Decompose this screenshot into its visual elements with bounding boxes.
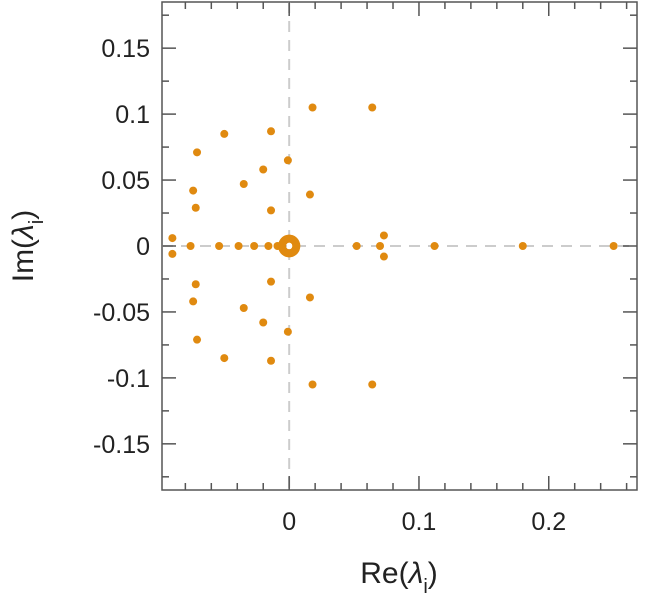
data-point [191, 203, 200, 212]
y-tick-label: 0.15 [101, 35, 150, 63]
data-point [609, 242, 618, 250]
data-point [267, 277, 276, 286]
data-point [250, 242, 259, 250]
data-point [220, 129, 229, 138]
data-points [168, 103, 618, 389]
x-tick-label: 0.2 [531, 508, 566, 536]
data-point [168, 249, 177, 258]
data-point [264, 242, 273, 250]
zero-reference-lines [162, 2, 637, 490]
data-point [379, 231, 388, 240]
y-axis-title: Im(λi) [7, 210, 48, 283]
data-point [283, 327, 292, 336]
data-point [234, 242, 243, 250]
data-point [239, 180, 248, 189]
data-point [168, 234, 177, 243]
y-tick-label: 0.1 [115, 101, 150, 129]
data-point [239, 303, 248, 312]
data-point [368, 103, 377, 112]
y-tick-label: -0.05 [93, 299, 150, 327]
data-point [376, 242, 385, 250]
data-point [379, 252, 388, 261]
data-point [215, 242, 224, 250]
data-point [352, 242, 361, 250]
tick-labels: 0 0.1 0.2 0.15 0.1 0.05 0 -0.05 -0.1 -0.15 [93, 35, 566, 536]
data-point [292, 243, 301, 252]
data-point [220, 354, 229, 363]
data-point [518, 242, 527, 250]
data-point [191, 280, 200, 289]
data-point [267, 356, 276, 365]
data-point [308, 103, 317, 112]
data-point [259, 165, 268, 174]
y-tick-label: -0.1 [107, 365, 150, 393]
data-point [193, 148, 202, 157]
y-tick-label: 0 [136, 233, 150, 261]
data-point [305, 293, 314, 302]
data-point [193, 335, 202, 344]
data-point [267, 206, 276, 215]
data-point [267, 127, 276, 136]
axis-ticks [162, 2, 637, 490]
data-point [189, 297, 198, 306]
data-point [189, 186, 198, 195]
data-point [430, 242, 439, 250]
x-axis-title: Re(λi) [360, 557, 438, 598]
x-tick-label: 0 [282, 508, 296, 536]
data-point [308, 380, 317, 389]
data-point [259, 318, 268, 327]
data-point [305, 190, 314, 199]
y-tick-label: 0.05 [101, 167, 150, 195]
data-point [283, 156, 292, 165]
data-point [368, 380, 377, 389]
x-tick-label: 0.1 [402, 508, 437, 536]
y-tick-label: -0.15 [93, 431, 150, 459]
data-point [186, 242, 195, 250]
